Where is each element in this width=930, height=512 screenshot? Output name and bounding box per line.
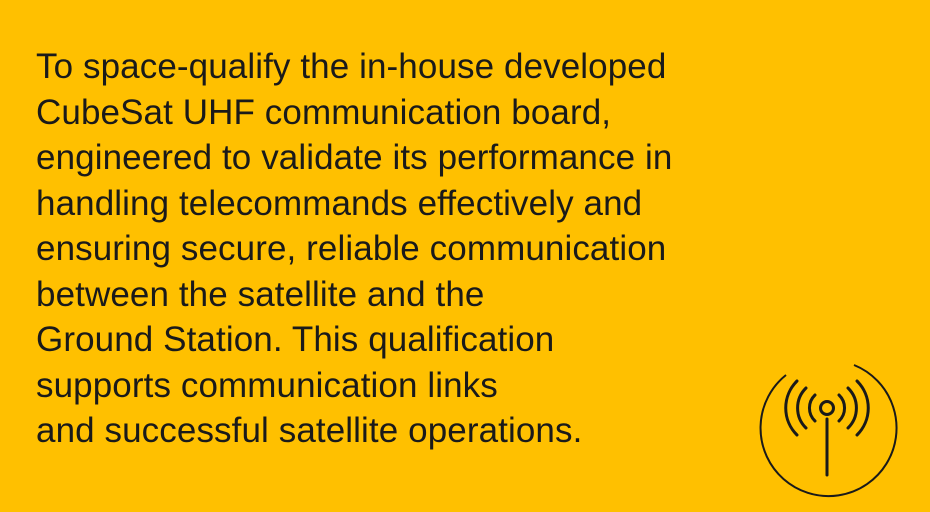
- description-text: To space-qualify the in-house developed …: [36, 44, 856, 454]
- description-line: supports communication links: [36, 365, 498, 405]
- description-line: between the satellite and the: [36, 274, 485, 314]
- description-line: and successful satellite operations.: [36, 411, 583, 450]
- description-line: engineered to validate its performance i…: [36, 138, 673, 177]
- description-line: handling telecommands effectively and: [36, 183, 643, 223]
- antenna-signal-icon: [759, 364, 898, 497]
- description-line: ensuring secure, reliable communication: [36, 229, 667, 268]
- description-line: CubeSat UHF communication board,: [36, 92, 612, 132]
- description-line: To space-qualify the in-house developed: [36, 47, 667, 86]
- description-line: Ground Station. This qualification: [36, 320, 555, 359]
